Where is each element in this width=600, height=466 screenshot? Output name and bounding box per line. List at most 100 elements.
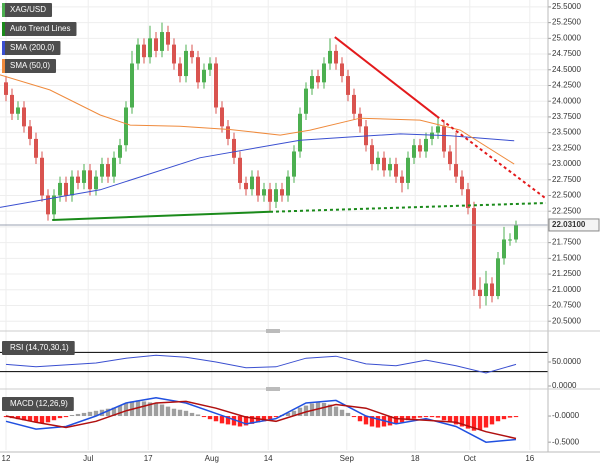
candle-body [400, 176, 404, 183]
candle-body [454, 164, 458, 177]
histogram-bar [435, 416, 441, 418]
legend-label: SMA (200,0) [10, 43, 55, 52]
histogram-bar [471, 416, 477, 431]
candle-body [262, 189, 266, 196]
legend-label: Auto Trend Lines [10, 24, 70, 33]
histogram-bar [243, 416, 249, 426]
y-tick-label: 22.5000 [552, 191, 581, 200]
candle-body [16, 107, 20, 114]
x-tick-label: Aug [205, 454, 219, 463]
candle-body [196, 57, 200, 83]
candle-body [88, 170, 92, 190]
histogram-bar [441, 416, 447, 421]
y-tick-label: 20.7500 [552, 301, 581, 310]
histogram-bar [273, 416, 279, 418]
histogram-bar [327, 404, 333, 417]
histogram-bar [159, 404, 165, 417]
histogram-bar [93, 410, 99, 417]
candle-body [436, 126, 440, 133]
histogram-bar [117, 405, 123, 417]
candle-body [358, 113, 362, 127]
histogram-bar [27, 416, 33, 422]
legend-swatch [2, 59, 5, 73]
candle-body [232, 138, 236, 158]
histogram-bar [261, 416, 267, 422]
candle-body [184, 50, 188, 77]
y-tick-label: 22.2500 [552, 206, 581, 215]
trend-line [436, 115, 547, 200]
resize-handle[interactable] [266, 329, 280, 333]
y-tick-label: 24.5000 [552, 65, 581, 74]
x-tick-label: 18 [411, 454, 420, 463]
histogram-bar [393, 416, 399, 424]
histogram-bar [501, 416, 507, 420]
histogram-bar [231, 416, 237, 426]
trend-line [52, 210, 271, 221]
candle-body [418, 145, 422, 152]
histogram-bar [387, 416, 393, 426]
histogram-bar [423, 416, 429, 418]
y-tick-label: 21.0000 [552, 285, 581, 294]
histogram-bar [477, 416, 483, 430]
x-tick-label: Jul [83, 454, 93, 463]
histogram-bar [147, 402, 153, 417]
candle-body [64, 182, 68, 196]
candle-body [448, 151, 452, 165]
y-tick-label: 23.0000 [552, 159, 581, 168]
grid [0, 0, 551, 450]
histogram-bar [69, 414, 75, 417]
y-tick-label: -0.5000 [552, 437, 580, 446]
candle-body [484, 283, 488, 297]
histogram-bar [15, 416, 21, 420]
candle-body [274, 189, 278, 202]
histogram-bar [105, 408, 111, 417]
legend-box [2, 22, 77, 36]
histogram-bar [195, 414, 201, 417]
rsi-line [5, 354, 517, 374]
candle-body [316, 76, 320, 83]
candle-body [346, 76, 350, 95]
candle-body [220, 107, 224, 127]
histogram-bar [39, 416, 45, 424]
histogram-bar [465, 416, 471, 429]
histogram-bar [411, 416, 417, 419]
y-tick-label: -0.0000 [552, 411, 580, 420]
histogram-bar [177, 409, 183, 417]
candle-body [370, 145, 374, 165]
histogram-bar [165, 406, 171, 417]
sma-line [0, 74, 515, 165]
candle-body [298, 113, 302, 152]
x-tick-label: Oct [464, 454, 477, 463]
histogram-bar [363, 416, 369, 425]
x-tick-label: 12 [2, 454, 11, 463]
histogram-bar [51, 416, 57, 421]
legend-box [2, 41, 61, 55]
histogram-bar [189, 412, 195, 417]
candle-body [160, 32, 164, 51]
candle-body [472, 208, 476, 290]
candle-body [256, 176, 260, 196]
candle-body [406, 157, 410, 183]
candle-body [208, 63, 212, 70]
histogram-bar [153, 403, 159, 417]
resize-handle[interactable] [266, 387, 280, 391]
histogram-bar [321, 402, 327, 417]
candle-body [334, 50, 338, 64]
candle-body [214, 63, 218, 108]
legend-label: XAG/USD [10, 5, 46, 14]
histogram-bar [483, 416, 489, 428]
histogram-bar [171, 408, 177, 417]
candle-body [250, 176, 254, 190]
histogram-bar [447, 416, 453, 423]
candle-body [58, 182, 62, 196]
trend-line [334, 36, 438, 118]
histogram-bar [81, 412, 87, 417]
y-tick-label: 20.5000 [552, 316, 581, 325]
histogram-bar [507, 416, 513, 418]
candle-body [466, 189, 470, 209]
candle-body [52, 195, 56, 215]
candle-body [136, 44, 140, 64]
candle-body [268, 189, 272, 202]
legend-box [2, 341, 75, 355]
